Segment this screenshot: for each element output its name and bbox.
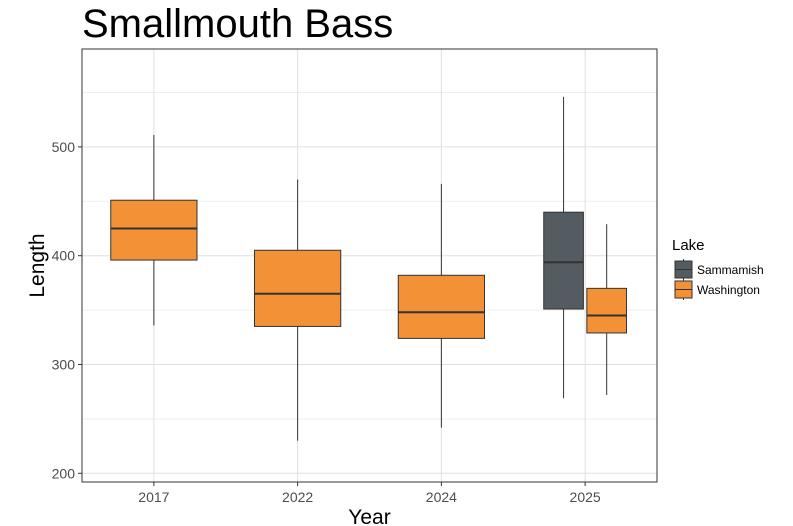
x-axis-title: Year [348, 506, 390, 526]
box-washington-2025 [587, 288, 627, 333]
legend: Lake Sammamish Washington [672, 237, 764, 300]
x-tick-label: 2025 [570, 489, 601, 505]
y-tick-label: 400 [52, 248, 76, 264]
y-tick-label: 200 [52, 465, 76, 481]
legend-label: Sammamish [697, 263, 764, 277]
box-layer [111, 97, 627, 441]
y-axis-title: Length [26, 233, 49, 297]
box-washington-2024 [398, 275, 484, 338]
y-tick-label: 300 [52, 357, 76, 373]
box-sammamish-2025 [544, 212, 584, 309]
legend-key-sammamish: Sammamish [675, 259, 764, 280]
box-washington-2022 [255, 250, 341, 326]
legend-key-washington: Washington [675, 279, 760, 300]
legend-title: Lake [672, 237, 705, 254]
x-tick-label: 2017 [138, 489, 169, 505]
box-washington-2017 [111, 200, 197, 260]
x-tick-label: 2024 [426, 489, 457, 505]
x-tick-label: 2022 [282, 489, 313, 505]
y-tick-label: 500 [52, 139, 76, 155]
legend-label: Washington [697, 283, 760, 297]
